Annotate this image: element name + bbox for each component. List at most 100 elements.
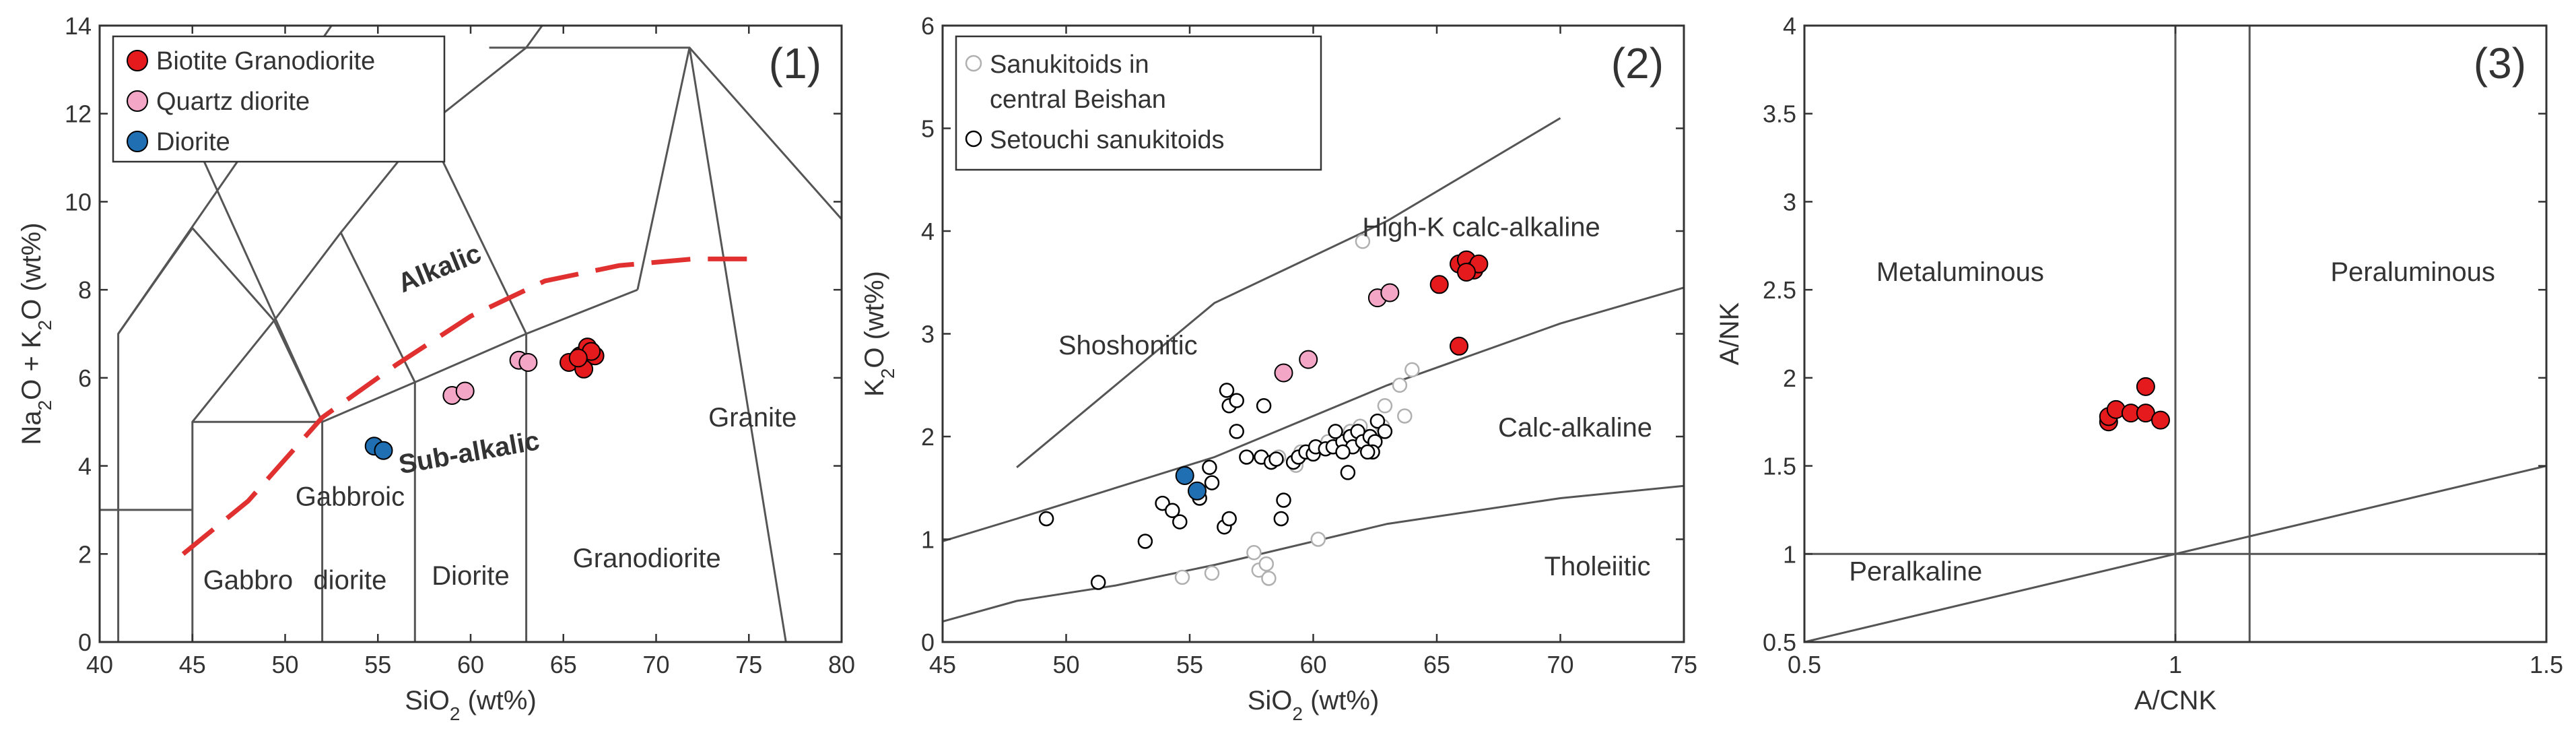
x-tick-label: 75 bbox=[735, 651, 762, 678]
x-tick-label: 1 bbox=[2169, 651, 2182, 678]
data-point bbox=[1457, 263, 1476, 282]
x-tick-label: 80 bbox=[828, 651, 855, 678]
y-tick-label: 14 bbox=[65, 12, 92, 40]
y-tick-label: 0 bbox=[78, 629, 92, 656]
x-tick-label: 60 bbox=[1299, 651, 1326, 678]
field-label: Gabbro bbox=[203, 566, 293, 596]
legend-label: Quartz diorite bbox=[156, 88, 310, 116]
legend-marker bbox=[127, 90, 148, 112]
legend-marker bbox=[965, 55, 982, 72]
field-label: Calc-alkaline bbox=[1498, 413, 1652, 443]
data-point bbox=[1335, 444, 1351, 460]
data-point bbox=[1137, 534, 1153, 549]
data-point bbox=[1359, 444, 1376, 460]
data-point bbox=[2136, 377, 2155, 396]
legend-label: Diorite bbox=[156, 128, 230, 156]
y-axis-label: K2O (wt%) bbox=[860, 271, 898, 397]
x-tick-label: 55 bbox=[1176, 651, 1203, 678]
data-point bbox=[518, 353, 538, 372]
y-tick-label: 2 bbox=[78, 540, 92, 568]
y-axis-label: Na2O + K2O (wt%) bbox=[17, 222, 55, 445]
data-point bbox=[1090, 575, 1106, 590]
data-point bbox=[1188, 481, 1207, 501]
data-point bbox=[1328, 424, 1343, 439]
y-tick-label: 6 bbox=[921, 12, 935, 40]
legend-marker bbox=[965, 130, 982, 148]
data-point bbox=[1204, 565, 1220, 581]
field-label: Peralkaline bbox=[1849, 557, 1982, 587]
field-boundary bbox=[425, 126, 528, 642]
data-point bbox=[1369, 413, 1386, 429]
x-tick-label: 1.5 bbox=[2530, 651, 2563, 678]
field-label: Gabbroic bbox=[296, 482, 405, 511]
data-point bbox=[1172, 514, 1188, 530]
field-label: Peraluminous bbox=[2330, 257, 2495, 287]
field-boundary bbox=[943, 286, 1684, 542]
y-axis-label: A/NK bbox=[1715, 302, 1744, 366]
legend-label: Sanukitoids in bbox=[990, 51, 1149, 79]
x-axis-label: SiO2 (wt%) bbox=[1248, 686, 1380, 724]
data-point bbox=[1258, 556, 1275, 572]
x-tick-label: 65 bbox=[1423, 651, 1450, 678]
x-tick-label: 70 bbox=[1547, 651, 1573, 678]
data-point bbox=[1175, 466, 1194, 485]
data-point bbox=[1355, 234, 1371, 249]
y-tick-label: 2 bbox=[921, 423, 935, 451]
data-point bbox=[1450, 336, 1468, 356]
legend: Biotite Granodiorite Quartz diorite Diorit… bbox=[112, 35, 446, 163]
field-label: diorite bbox=[313, 566, 386, 596]
x-tick-label: 55 bbox=[364, 651, 391, 678]
y-tick-label: 1.5 bbox=[1763, 453, 1796, 480]
chart-panel-3: Metaluminous Peraluminous Peralkaline 0.5 1 1… bbox=[1715, 12, 2563, 715]
y-tick-label: 1 bbox=[1783, 540, 1796, 568]
data-point bbox=[1377, 398, 1393, 414]
data-point bbox=[1273, 511, 1289, 527]
data-point bbox=[1429, 275, 1449, 294]
data-point bbox=[1404, 362, 1420, 378]
data-point bbox=[1397, 408, 1413, 424]
chart-panel-2: Shoshonitic High-K calc-alkaline Calc-alka… bbox=[860, 12, 1697, 724]
x-tick-label: 50 bbox=[271, 651, 298, 678]
legend-box bbox=[112, 35, 446, 163]
data-point bbox=[1377, 424, 1393, 439]
data-point bbox=[1155, 495, 1170, 511]
field-label: Sub-alkalic bbox=[397, 426, 542, 480]
x-tick-label: 65 bbox=[550, 651, 577, 678]
field-boundary bbox=[943, 484, 1684, 622]
data-point bbox=[1229, 424, 1244, 439]
data-point bbox=[2151, 410, 2170, 430]
y-tick-label: 3 bbox=[921, 321, 935, 348]
data-point bbox=[1239, 449, 1254, 465]
field-boundary bbox=[1016, 117, 1561, 468]
legend-marker bbox=[127, 131, 148, 152]
data-point bbox=[1165, 503, 1180, 519]
data-point bbox=[568, 348, 588, 368]
y-tick-label: 0 bbox=[921, 629, 935, 656]
x-tick-label: 45 bbox=[179, 651, 206, 678]
y-tick-label: 3.5 bbox=[1763, 100, 1796, 128]
field-label: High-K calc-alkaline bbox=[1362, 213, 1600, 243]
y-tick-label: 6 bbox=[78, 364, 92, 392]
legend-marker bbox=[127, 50, 148, 71]
data-point bbox=[1204, 475, 1220, 490]
data-point bbox=[1261, 571, 1277, 586]
legend-label: Biotite Granodiorite bbox=[156, 47, 375, 75]
plot-area bbox=[1804, 26, 2546, 642]
field-boundary bbox=[191, 135, 323, 422]
x-tick-label: 50 bbox=[1052, 651, 1079, 678]
y-tick-label: 10 bbox=[65, 188, 92, 216]
y-tick-label: 1 bbox=[921, 526, 935, 554]
x-tick-label: 40 bbox=[86, 651, 113, 678]
y-tick-label: 4 bbox=[921, 218, 935, 245]
x-axis-label: A/CNK bbox=[2134, 686, 2217, 715]
data-point bbox=[1256, 398, 1272, 414]
x-tick-label: 45 bbox=[929, 651, 956, 678]
chart-panel-1: Gabbro Gabbroic diorite Diorite Granodiorite… bbox=[17, 12, 855, 724]
field-label: Diorite bbox=[432, 561, 510, 591]
x-tick-label: 70 bbox=[642, 651, 669, 678]
y-tick-label: 2 bbox=[1783, 364, 1796, 392]
data-point bbox=[1310, 532, 1326, 547]
y-tick-label: 2.5 bbox=[1763, 276, 1796, 304]
legend-label: Setouchi sanukitoids bbox=[990, 126, 1225, 154]
